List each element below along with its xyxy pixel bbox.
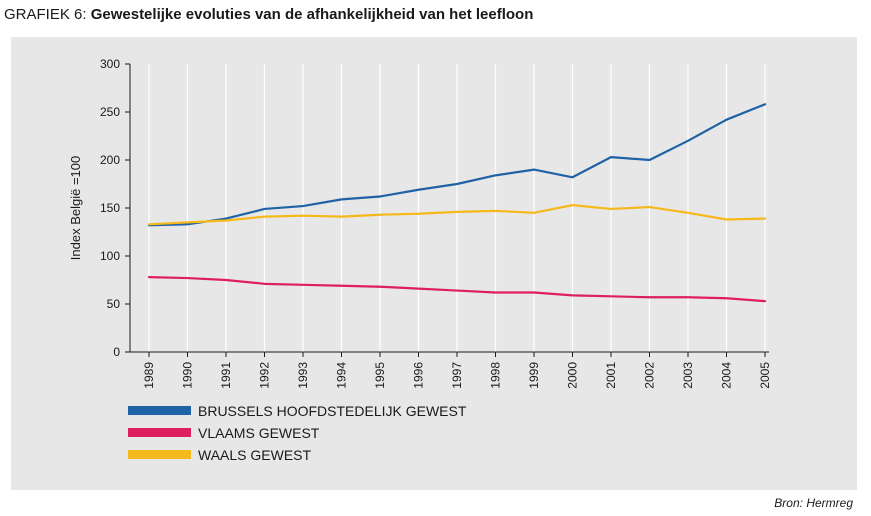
series-line-1 [147,103,767,227]
x-tick-label-1996: 1996 [412,362,426,389]
series-line-3 [147,204,767,226]
x-tick-label-2003: 2003 [681,362,695,389]
y-tick-label-250: 250 [100,105,120,119]
x-tick-label-2000: 2000 [566,362,580,389]
legend-swatch-1 [128,406,191,415]
x-tick-label-2004: 2004 [720,362,734,389]
x-tick-label-1993: 1993 [296,362,310,389]
y-tick-label-300: 300 [100,57,120,71]
x-tick-label-1997: 1997 [450,362,464,389]
legend-label-2: VLAAMS GEWEST [198,425,320,441]
legend-label-3: WAALS GEWEST [198,447,312,463]
x-tick-label-2002: 2002 [643,362,657,389]
x-tick-label-1994: 1994 [335,362,349,389]
chart-title-prefix: GRAFIEK 6: [4,6,91,23]
y-tick-label-100: 100 [100,249,120,263]
y-tick-label-0: 0 [113,345,120,359]
y-tick-label-50: 50 [107,297,121,311]
x-tick-label-2001: 2001 [604,362,618,389]
x-tick-label-1990: 1990 [181,362,195,389]
y-tick-label-200: 200 [100,153,120,167]
chart-title: GRAFIEK 6: Gewestelijke evoluties van de… [4,6,533,23]
chart-title-text: Gewestelijke evoluties van de afhankelij… [90,6,534,23]
y-tick-label-150: 150 [100,201,120,215]
x-tick-label-1989: 1989 [142,362,156,389]
x-tick-label-1998: 1998 [489,362,503,389]
legend-swatch-2 [128,428,191,437]
x-tick-label-1999: 1999 [527,362,541,389]
y-axis-label: Index België =100 [68,156,83,260]
x-tick-label-1995: 1995 [373,362,387,389]
source-note: Bron: Hermreg [774,496,853,510]
x-tick-label-2005: 2005 [758,362,772,389]
x-tick-label-1991: 1991 [219,362,233,389]
legend-swatch-3 [128,450,191,459]
series-line-2 [147,276,767,303]
legend-label-1: BRUSSELS HOOFDSTEDELIJK GEWEST [198,403,467,419]
x-tick-label-1992: 1992 [258,362,272,389]
